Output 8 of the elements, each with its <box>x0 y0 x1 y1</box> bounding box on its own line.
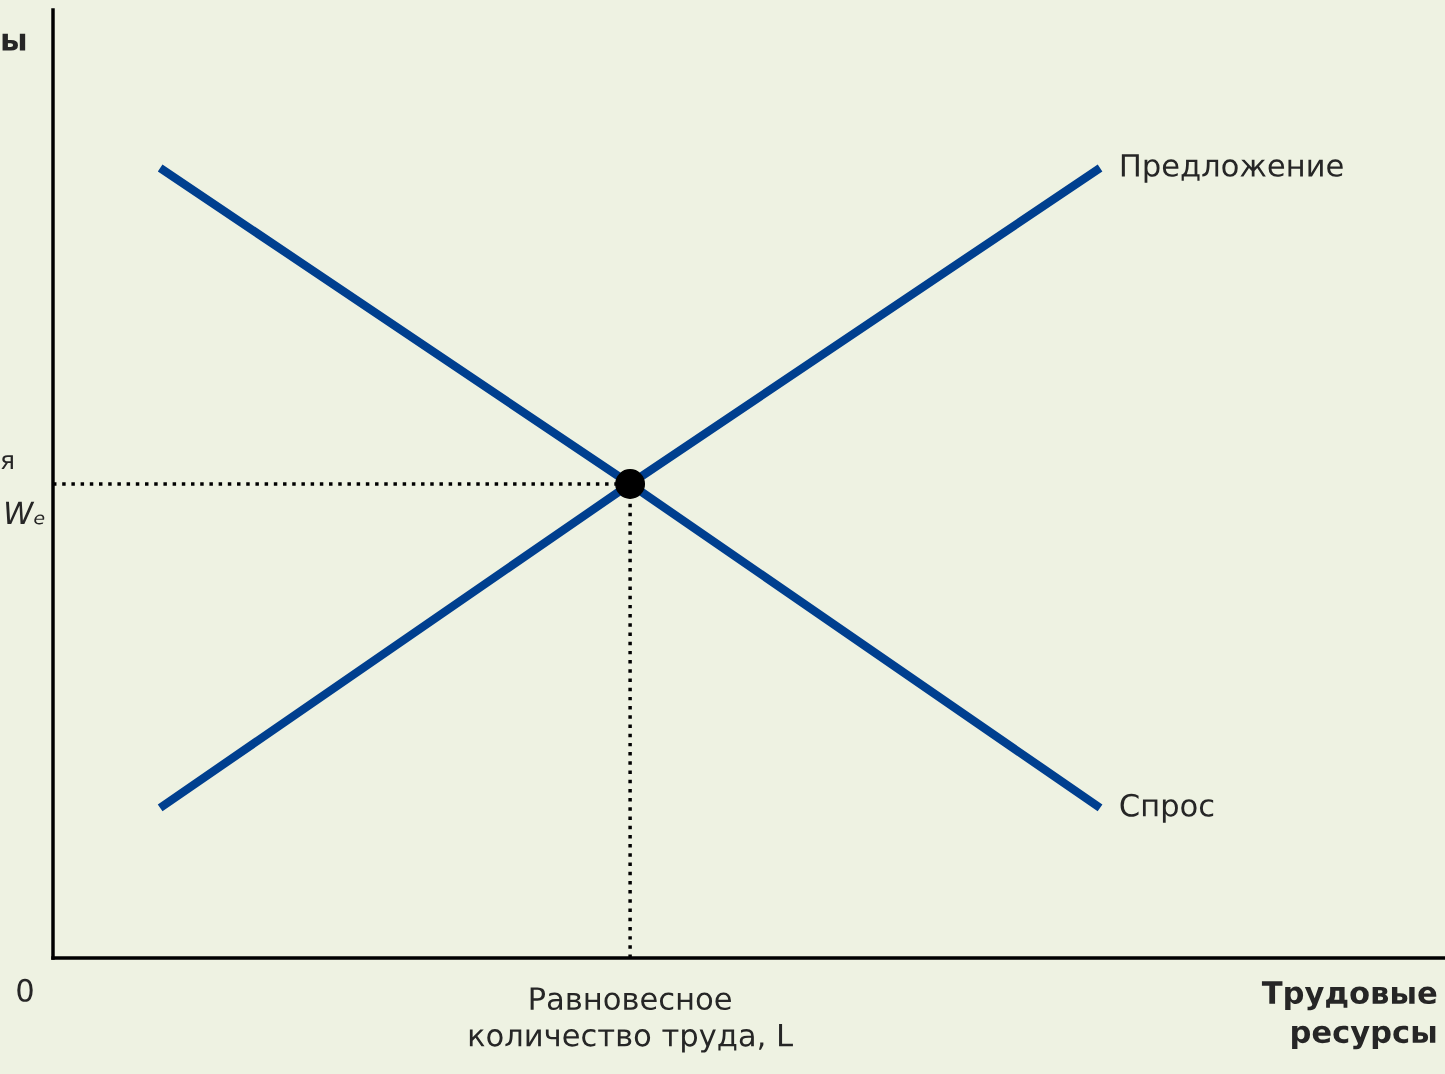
text: 0 <box>17 978 33 1002</box>
text: Равновесное количество труда, L <box>469 987 793 1053</box>
series-label: Предложение <box>1121 154 1343 183</box>
series-label: Спрос <box>1120 793 1214 823</box>
x-axis-title: Трудовые ресурсы <box>1261 981 1437 1050</box>
y-axis-title: ы <box>2 33 26 51</box>
ref-line-label: Wₑ <box>6 501 45 525</box>
text: я <box>1 455 13 469</box>
